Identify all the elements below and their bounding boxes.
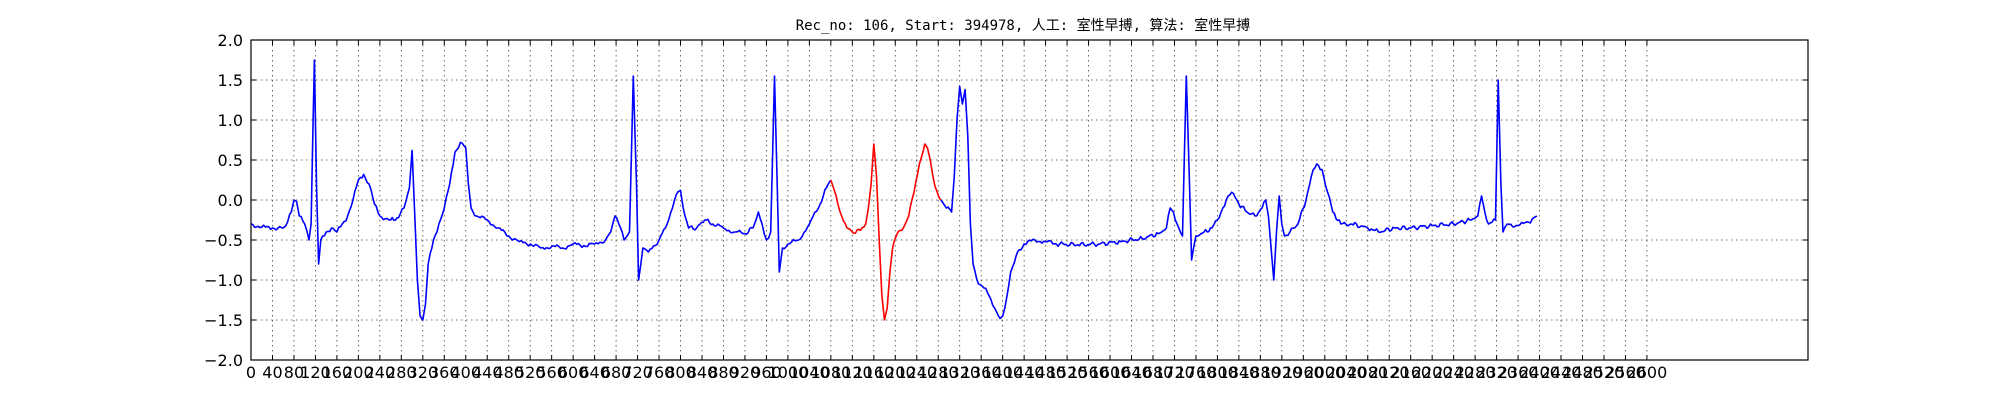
- x-tick-label: 1160: [853, 363, 894, 382]
- x-tick-label: 840: [687, 363, 718, 382]
- x-tick-label: 2000: [1304, 363, 1345, 382]
- x-tick-label: 960: [751, 363, 782, 382]
- x-tick-label: 2200: [1412, 363, 1453, 382]
- series-lines: [250, 59, 1538, 321]
- x-tick-label: 1320: [939, 363, 980, 382]
- x-tick-label: 1960: [1283, 363, 1324, 382]
- y-tick-label: 1.5: [218, 71, 243, 90]
- grid-lines: [251, 40, 1808, 360]
- x-tick-label: 1040: [789, 363, 830, 382]
- x-tick-label: 2600: [1627, 363, 1668, 382]
- x-tick-label: 1240: [896, 363, 937, 382]
- x-tick-label: 1440: [1004, 363, 1045, 382]
- x-tick-label: 800: [665, 363, 696, 382]
- y-tick-label: −1.0: [204, 271, 243, 290]
- x-tick-label: 720: [622, 363, 653, 382]
- y-tick-label: −1.5: [204, 311, 243, 330]
- x-tick-label: 160: [322, 363, 353, 382]
- x-tick-label: 1920: [1261, 363, 1302, 382]
- x-tick-label: 1880: [1240, 363, 1281, 382]
- x-tick-label: 2080: [1347, 363, 1388, 382]
- x-tick-label: 2520: [1584, 363, 1625, 382]
- x-tick-label: 1800: [1197, 363, 1238, 382]
- x-tick-label: 680: [601, 363, 632, 382]
- x-tick-label: 560: [536, 363, 567, 382]
- x-tick-label: 600: [558, 363, 589, 382]
- x-tick-label: 2280: [1455, 363, 1496, 382]
- x-tick-label: 280: [386, 363, 417, 382]
- x-tick-label: 1480: [1025, 363, 1066, 382]
- x-tick-label: 2160: [1390, 363, 1431, 382]
- series-line-2: [940, 75, 1538, 320]
- x-tick-label: 1680: [1133, 363, 1174, 382]
- y-tick-label: 2.0: [218, 31, 243, 50]
- x-tick-label: 80: [284, 363, 304, 382]
- x-axis-tick-labels: 0 40 8012016020024028032036040044048052056…: [246, 363, 1667, 382]
- x-tick-label: 2040: [1326, 363, 1367, 382]
- x-tick-label: 760: [644, 363, 675, 382]
- x-tick-label: 0: [246, 363, 256, 382]
- x-tick-label: 2440: [1541, 363, 1582, 382]
- y-tick-label: 0.5: [218, 151, 243, 170]
- x-tick-label: 2360: [1498, 363, 1539, 382]
- x-tick-label: 880: [708, 363, 739, 382]
- x-tick-label: 1280: [918, 363, 959, 382]
- x-tick-label: 1840: [1219, 363, 1260, 382]
- x-tick-label: 2240: [1433, 363, 1474, 382]
- chart-title: Rec_no: 106, Start: 394978, 人工: 室性早搏, 算法…: [796, 17, 1251, 34]
- x-tick-label: 240: [365, 363, 396, 382]
- x-tick-label: 2480: [1562, 363, 1603, 382]
- x-tick-label: 2120: [1369, 363, 1410, 382]
- x-tick-label: 360: [429, 363, 460, 382]
- x-tick-label: 920: [730, 363, 761, 382]
- x-tick-label: 40: [262, 363, 282, 382]
- x-tick-label: 1080: [810, 363, 851, 382]
- x-tick-label: 120: [300, 363, 331, 382]
- x-tick-label: 1640: [1111, 363, 1152, 382]
- x-tick-label: 640: [579, 363, 610, 382]
- x-tick-label: 1360: [961, 363, 1002, 382]
- plot-area-background: [251, 40, 1808, 360]
- axis-ticks: [250, 39, 1808, 361]
- x-tick-label: 1400: [982, 363, 1023, 382]
- x-tick-label: 1520: [1047, 363, 1088, 382]
- x-tick-label: 1720: [1154, 363, 1195, 382]
- x-tick-label: 1760: [1176, 363, 1217, 382]
- x-tick-label: 1000: [768, 363, 809, 382]
- y-tick-label: −0.5: [204, 231, 243, 250]
- x-tick-label: 320: [408, 363, 439, 382]
- y-tick-label: −2.0: [204, 351, 243, 370]
- x-tick-label: 2320: [1476, 363, 1517, 382]
- x-tick-label: 520: [515, 363, 546, 382]
- series-line-0: [250, 59, 832, 321]
- x-tick-label: 1600: [1090, 363, 1131, 382]
- series-line-1: [830, 143, 942, 321]
- y-tick-label: 1.0: [218, 111, 243, 130]
- x-tick-label: 1200: [875, 363, 916, 382]
- x-tick-label: 400: [450, 363, 481, 382]
- x-tick-label: 1560: [1068, 363, 1109, 382]
- x-tick-label: 440: [472, 363, 503, 382]
- x-tick-label: 200: [343, 363, 374, 382]
- x-tick-label: 2400: [1519, 363, 1560, 382]
- x-tick-label: 1120: [832, 363, 873, 382]
- y-tick-label: 0.0: [218, 191, 243, 210]
- x-tick-label: 480: [493, 363, 524, 382]
- x-tick-label: 2560: [1605, 363, 1646, 382]
- y-axis-tick-labels: 2.0 1.5 1.0 0.5 0.0 −0.5 −1.0 −1.5 −2.0: [204, 31, 243, 370]
